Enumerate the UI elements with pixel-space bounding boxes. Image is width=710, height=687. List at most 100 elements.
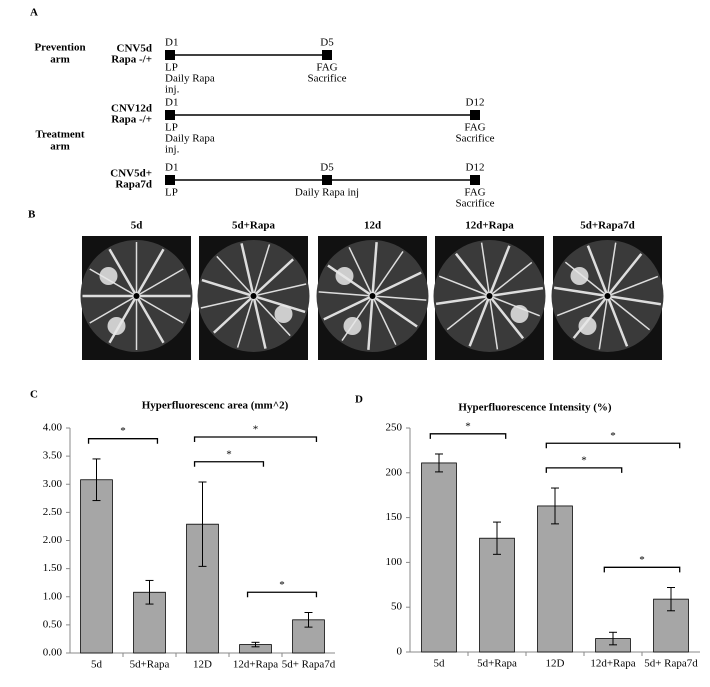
lesion <box>578 317 597 335</box>
day-label: D12 <box>466 97 485 109</box>
lesion <box>510 305 529 323</box>
lesion <box>343 317 362 335</box>
image-title: 5d <box>131 220 143 232</box>
arm-label: arm <box>50 54 70 66</box>
x-tick-label: 12D <box>546 658 565 670</box>
y-tick-label: 3.50 <box>43 450 63 462</box>
vessel <box>572 295 609 339</box>
vessel <box>252 295 267 349</box>
x-tick-label: 12D <box>193 659 212 671</box>
y-tick-label: 0.50 <box>43 618 63 630</box>
row-name: Rapa -/+ <box>111 54 152 66</box>
vessel <box>318 291 373 297</box>
vessel <box>488 295 499 350</box>
timeline-marker <box>470 110 480 120</box>
vessel <box>488 295 525 340</box>
vessel <box>108 248 138 297</box>
day-label: D5 <box>320 37 334 49</box>
event-label: LP <box>165 122 178 134</box>
vessel <box>200 295 254 309</box>
image-title: 5d+Rapa <box>232 220 275 232</box>
optic-disc <box>604 293 611 299</box>
vessel <box>489 261 533 297</box>
vessel <box>488 245 511 297</box>
vessel <box>252 295 291 337</box>
significance-label: * <box>465 420 471 432</box>
event-label: Daily Rapa <box>165 73 215 85</box>
vessel <box>446 295 490 331</box>
panel-label: D <box>355 394 363 406</box>
vessel <box>367 295 374 350</box>
event-label: inj. <box>165 84 180 96</box>
vessel <box>323 294 374 321</box>
x-tick-label: 5d <box>434 658 446 670</box>
vessel <box>372 295 427 301</box>
vessel <box>216 255 255 297</box>
vessel <box>135 248 165 297</box>
day-label: D1 <box>165 97 178 109</box>
vessel <box>606 253 643 297</box>
lesion <box>335 267 354 285</box>
x-tick-label: 12d+Rapa <box>233 659 278 671</box>
y-tick-label: 3.00 <box>43 478 63 490</box>
vessel <box>371 294 418 328</box>
event-label: Sacrifice <box>455 133 494 145</box>
vessel <box>607 295 651 331</box>
row-name: CNV12d <box>111 103 152 115</box>
vessel <box>135 295 165 344</box>
vessel <box>435 294 490 306</box>
x-tick-label: 5d+ Rapa7d <box>644 658 698 670</box>
significance-label: * <box>639 554 645 566</box>
event-label: FAG <box>464 187 485 199</box>
vessel <box>136 295 184 324</box>
y-tick-label: 2.00 <box>43 534 63 546</box>
vessel <box>586 245 609 297</box>
vessel <box>89 295 137 324</box>
chart-title: Hyperfluorescenc area (mm^2) <box>142 400 289 412</box>
event-label: Sacrifice <box>307 73 346 85</box>
y-tick-label: 0 <box>397 646 403 658</box>
lesion <box>107 317 126 335</box>
arm-label: Prevention <box>34 42 85 54</box>
significance-bracket <box>87 438 159 444</box>
vessel <box>108 295 138 344</box>
optic-disc <box>133 293 140 299</box>
vessel <box>240 243 255 297</box>
timeline-marker <box>322 175 332 185</box>
vessel <box>348 246 374 297</box>
y-tick-label: 0.00 <box>43 647 63 659</box>
bar <box>537 505 573 653</box>
y-tick-label: 50 <box>391 601 403 613</box>
bar <box>80 479 113 654</box>
vessel <box>253 294 306 314</box>
bar <box>421 462 457 653</box>
x-tick-label: 5d <box>91 659 103 671</box>
panel-label: B <box>28 209 36 221</box>
significance-bracket <box>246 591 318 598</box>
vessel <box>606 295 629 347</box>
panel-label: C <box>30 389 38 401</box>
vessel <box>607 294 662 306</box>
lesion <box>99 267 118 285</box>
chart-title: Hyperfluorescence Intensity (%) <box>458 402 611 414</box>
vessel <box>607 275 659 297</box>
event-label: inj. <box>165 144 180 156</box>
bar <box>479 537 515 653</box>
lesion <box>570 267 589 285</box>
significance-bracket <box>545 467 623 473</box>
vessel <box>489 295 540 317</box>
y-tick-label: 1.50 <box>43 562 63 574</box>
vessel <box>468 295 491 347</box>
event-label: FAG <box>316 62 337 74</box>
vessel <box>556 295 608 317</box>
vessel <box>480 242 491 297</box>
event-label: Daily Rapa inj <box>295 187 359 199</box>
vessel <box>371 271 422 298</box>
significance-bracket <box>429 433 507 439</box>
x-tick-label: 5d+Rapa <box>130 659 170 671</box>
vessel <box>454 252 491 297</box>
significance-label: * <box>226 448 232 460</box>
day-label: D1 <box>165 162 178 174</box>
vessel <box>489 286 544 298</box>
